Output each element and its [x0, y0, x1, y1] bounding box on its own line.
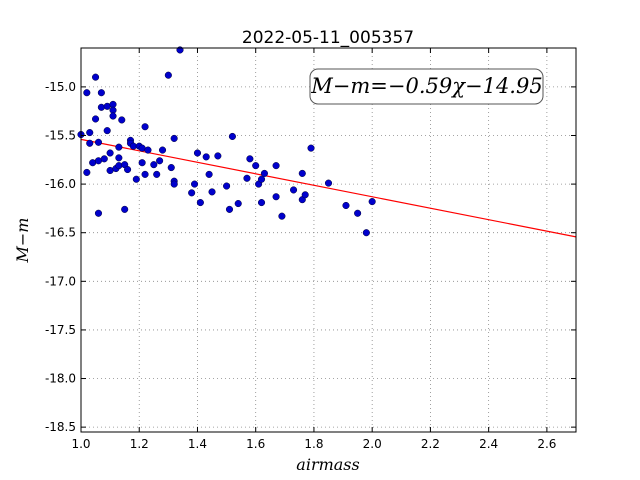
data-point — [257, 199, 266, 207]
data-point — [97, 103, 105, 111]
plot-frame — [80, 47, 577, 433]
data-point — [272, 193, 280, 201]
data-point — [115, 154, 123, 162]
annotation-box — [309, 68, 544, 105]
data-point — [214, 152, 222, 160]
data-point — [121, 205, 129, 213]
y-tick-label: -15.0 — [45, 80, 76, 94]
data-point — [324, 179, 333, 187]
data-point — [362, 229, 370, 237]
data-point — [94, 209, 103, 217]
y-tick-label: -17.5 — [45, 323, 76, 337]
x-tick-label: 2.6 — [537, 437, 556, 451]
data-point — [167, 164, 175, 172]
data-point — [115, 162, 123, 170]
x-tick-label: 1.8 — [304, 437, 323, 451]
scatter-points — [77, 46, 376, 237]
data-point — [106, 149, 114, 157]
y-tick-label: -17.0 — [45, 274, 76, 288]
data-point — [272, 162, 280, 170]
data-point — [97, 89, 105, 97]
data-point — [170, 134, 178, 142]
data-point — [118, 116, 126, 124]
data-point — [86, 139, 94, 147]
data-point — [208, 188, 216, 196]
x-tick-label: 1.2 — [130, 437, 149, 451]
data-point — [223, 182, 231, 190]
x-tick-label: 1.4 — [188, 437, 207, 451]
data-point — [368, 198, 376, 206]
data-point — [191, 180, 199, 188]
data-point — [205, 170, 213, 178]
data-point — [342, 201, 350, 210]
data-point — [103, 127, 111, 135]
data-point — [278, 212, 286, 220]
data-point — [158, 146, 167, 154]
data-point — [153, 170, 161, 178]
data-point — [225, 205, 234, 213]
y-axis-label: M−m — [13, 218, 32, 264]
x-tick-label: 2.2 — [421, 437, 440, 451]
equation-annotation: M−m=−0.59χ−14.95 — [309, 68, 544, 105]
y-tick-label: -18.0 — [45, 372, 76, 386]
data-point — [115, 143, 123, 151]
y-tick-label: -18.5 — [45, 420, 76, 434]
data-point — [301, 191, 309, 199]
data-point — [83, 168, 91, 176]
data-point — [290, 186, 298, 194]
data-point — [92, 115, 100, 123]
data-point — [354, 209, 362, 217]
data-point — [94, 138, 103, 146]
data-point — [298, 169, 306, 177]
x-tick-label: 1.6 — [246, 437, 265, 451]
fit-line — [80, 138, 577, 238]
y-tick-label: -15.5 — [45, 128, 76, 142]
data-point — [246, 155, 254, 163]
x-axis-label: airmass — [296, 455, 359, 474]
y-tick-label: -16.5 — [45, 226, 76, 240]
x-tick-label: 2.4 — [479, 437, 498, 451]
grid-layer — [80, 48, 576, 432]
data-point — [109, 112, 117, 120]
data-point — [202, 153, 210, 161]
tick-layer: 1.0 1.2 1.4 1.6 1.8 2.0 2.2 2.4 2.6 -15.0 -15.5 -16… — [45, 48, 576, 451]
data-point — [156, 157, 164, 165]
chart-title: 2022-05-11_005357 — [242, 28, 414, 48]
data-point — [260, 169, 268, 177]
x-tick-label: 1.0 — [71, 437, 90, 451]
data-point — [100, 155, 108, 163]
data-point — [193, 149, 202, 157]
data-point — [132, 175, 140, 183]
data-point — [124, 165, 132, 174]
data-point — [150, 161, 158, 169]
data-point — [257, 175, 266, 183]
data-point — [83, 89, 91, 97]
data-point — [196, 199, 204, 207]
data-point — [252, 162, 260, 170]
data-point — [307, 144, 315, 152]
data-point — [141, 170, 149, 178]
data-point — [86, 129, 94, 137]
data-point — [188, 189, 196, 197]
data-point — [243, 174, 251, 182]
data-point — [234, 199, 242, 208]
annotation-text: M−m=−0.59χ−14.95 — [310, 74, 542, 98]
data-point — [144, 146, 152, 154]
data-point — [92, 73, 100, 81]
data-point — [170, 180, 178, 188]
data-point — [228, 132, 236, 141]
y-tick-label: -16.0 — [45, 177, 76, 191]
data-point — [141, 123, 149, 131]
data-point — [164, 71, 172, 79]
data-point — [138, 159, 146, 167]
fit-layer — [80, 138, 577, 238]
x-tick-label: 2.0 — [363, 437, 382, 451]
